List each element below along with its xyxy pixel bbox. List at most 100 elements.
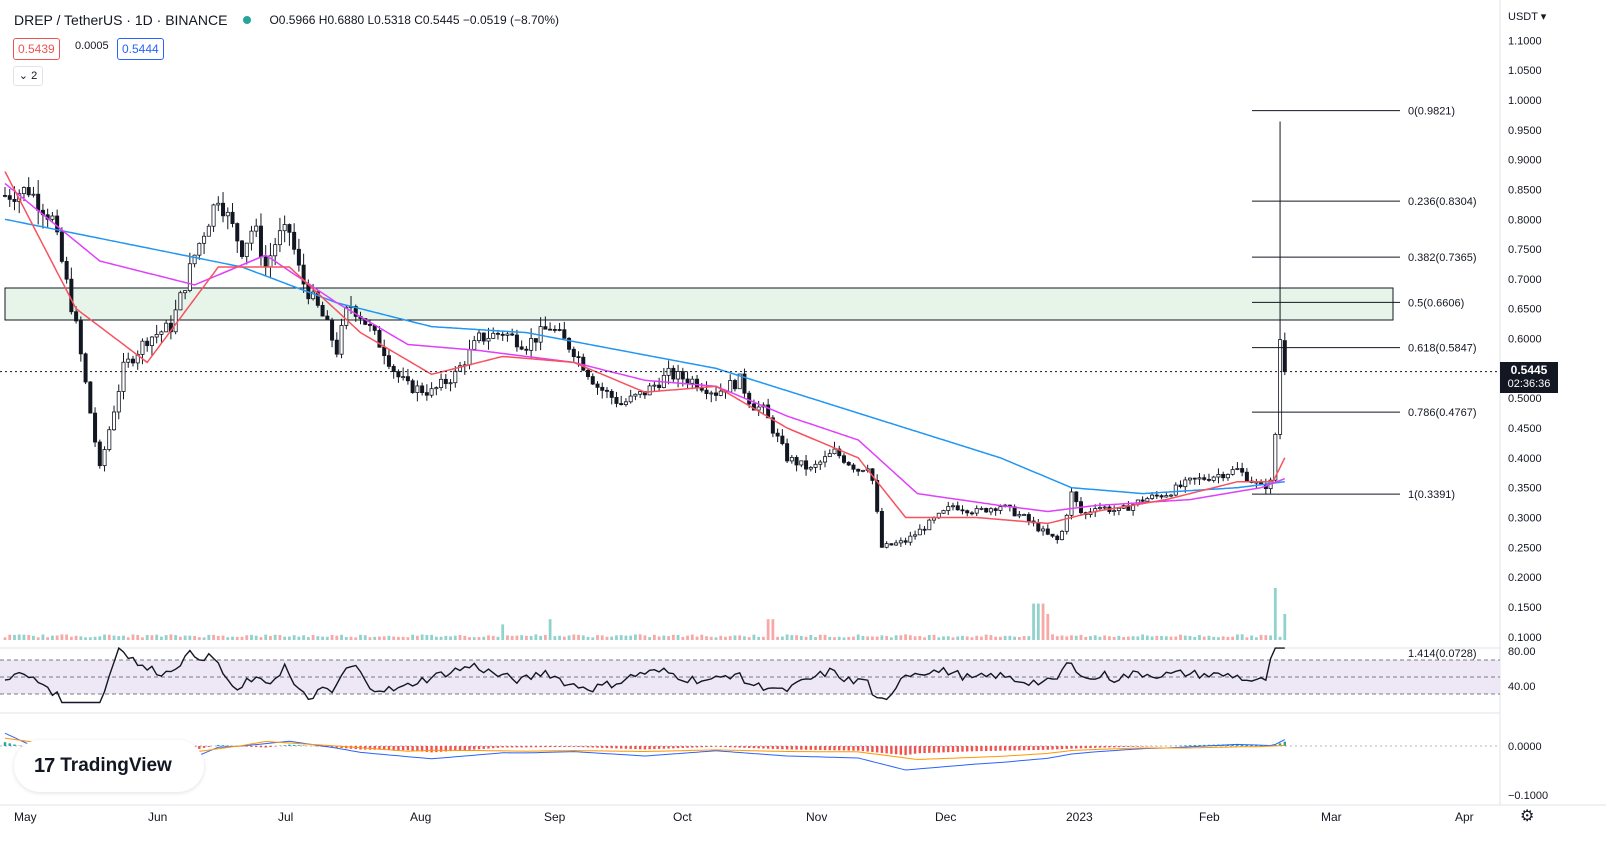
volume-bar xyxy=(325,636,329,640)
macd-histogram-bar xyxy=(819,746,822,751)
macd-histogram-bar xyxy=(610,746,613,749)
volume-bar xyxy=(1003,635,1007,640)
macd-histogram-bar xyxy=(1070,746,1073,749)
ohlc-values: O0.5966 H0.6880 L0.5318 C0.5445 −0.0519 … xyxy=(269,13,559,27)
volume-bar xyxy=(150,635,154,640)
macd-histogram-bar xyxy=(577,746,580,748)
candle-body xyxy=(495,332,500,335)
price-axis[interactable]: 1.1000 1.0500 1.0000 0.9500 0.9000 0.8500 0.80… xyxy=(1508,35,1548,802)
macd-histogram-bar xyxy=(335,746,338,748)
macd-histogram-bar xyxy=(857,746,860,751)
settings-gear-icon[interactable]: ⚙ xyxy=(1520,808,1535,825)
collapse-indicators-button[interactable]: ⌄ 2 xyxy=(13,66,43,86)
time-axis[interactable]: May Jun Jul Aug Sep Oct Nov Dec 2023 Feb Mar Apr xyxy=(14,810,1474,824)
fib-level-label: 0.236(0.8304) xyxy=(1408,196,1477,208)
tradingview-logo[interactable]: 17 TradingView xyxy=(14,740,204,792)
volume-bar xyxy=(88,637,92,640)
bid-price[interactable]: 0.5439 xyxy=(13,38,60,60)
volume-bar xyxy=(1236,634,1239,640)
macd-histogram-bar xyxy=(330,746,334,748)
volume-bar xyxy=(837,636,841,640)
price-tick-label: 0.2500 xyxy=(1508,542,1542,554)
macd-histogram-bar xyxy=(871,746,874,753)
spread-value: 0.0005 xyxy=(75,40,109,52)
time-tick-label: May xyxy=(14,810,37,824)
fibonacci-retracement[interactable]: 0(0.9821) 0.236(0.8304) 0.382(0.7365) 0.5(0… xyxy=(1252,106,1477,660)
symbol-header[interactable]: DREP / TetherUS · 1D · BINANCE O0.5966 H… xyxy=(14,12,559,28)
candle-body xyxy=(353,306,358,317)
time-tick-label: Aug xyxy=(410,810,431,824)
candle-body xyxy=(273,244,278,257)
volume-bar xyxy=(980,636,983,640)
volume-bar xyxy=(103,634,106,640)
volume-bar xyxy=(496,636,500,640)
macd-histogram-bar xyxy=(1127,746,1130,747)
candle-body xyxy=(846,461,851,466)
resistance-zone[interactable] xyxy=(4,287,1394,321)
currency-selector[interactable]: USDT ▾ xyxy=(1508,11,1547,23)
volume-bar xyxy=(468,637,471,640)
candle-body xyxy=(875,480,880,512)
volume-bar xyxy=(131,634,135,640)
candle-body xyxy=(590,376,595,385)
macd-histogram-bar xyxy=(785,746,789,750)
volume-bar xyxy=(1212,636,1216,640)
candle-body xyxy=(695,378,700,389)
macd-histogram-bar xyxy=(724,746,727,748)
ma-fast-line xyxy=(4,171,1286,525)
macd-histogram-bar xyxy=(373,746,376,750)
candle-body xyxy=(107,429,112,450)
volume-bar xyxy=(1264,635,1268,640)
macd-histogram-bar xyxy=(487,746,490,749)
macd-histogram-bar xyxy=(297,745,301,746)
volume-bar xyxy=(1051,634,1054,640)
macd-histogram-bar xyxy=(923,746,926,754)
candle-body xyxy=(533,338,538,343)
volume-bar xyxy=(572,634,576,640)
macd-histogram-bar xyxy=(482,746,485,749)
symbol-title[interactable]: DREP / TetherUS · 1D · BINANCE xyxy=(14,12,228,28)
candle-body xyxy=(472,340,477,350)
volume-bar xyxy=(22,634,26,640)
volume-bar xyxy=(596,635,599,640)
macd-histogram-bar xyxy=(1245,744,1249,746)
volume-bar xyxy=(667,636,670,640)
ask-price[interactable]: 0.5444 xyxy=(117,38,164,60)
volume-bar xyxy=(942,636,945,640)
macd-histogram-bar xyxy=(202,746,206,748)
candle-body xyxy=(600,386,605,391)
macd-histogram-bar xyxy=(1231,744,1234,746)
candle-body xyxy=(230,211,235,224)
macd-histogram-bar xyxy=(890,746,893,754)
volume-bar xyxy=(965,636,969,640)
candle-body xyxy=(467,348,472,366)
volume-bar xyxy=(202,637,206,640)
volume-bar xyxy=(1017,636,1021,640)
candle-body xyxy=(344,306,349,326)
volume-bar xyxy=(875,636,879,640)
candle-body xyxy=(756,406,761,411)
candle-body xyxy=(1235,468,1240,470)
candle-body xyxy=(804,460,809,470)
volume-bar xyxy=(543,634,547,640)
volume-bar xyxy=(1193,636,1197,640)
macd-histogram-bar xyxy=(430,746,433,753)
macd-histogram-bar xyxy=(662,746,666,749)
macd-histogram-bar xyxy=(615,746,618,749)
candle-body xyxy=(514,334,519,348)
macd-histogram-bar xyxy=(743,746,746,748)
volume-bar xyxy=(321,636,324,640)
candle-body xyxy=(808,467,813,470)
volume-bar xyxy=(918,636,922,640)
candle-body xyxy=(775,432,780,437)
macd-histogram-bar xyxy=(1022,746,1026,751)
volume-bar xyxy=(780,636,784,640)
volume-bar xyxy=(269,635,272,640)
volume-bar xyxy=(51,635,54,640)
macd-histogram-bar xyxy=(8,743,11,746)
candle-body xyxy=(339,325,344,355)
candle-body xyxy=(1197,477,1202,480)
volume-bar xyxy=(1221,636,1225,640)
candle-body xyxy=(88,381,93,414)
